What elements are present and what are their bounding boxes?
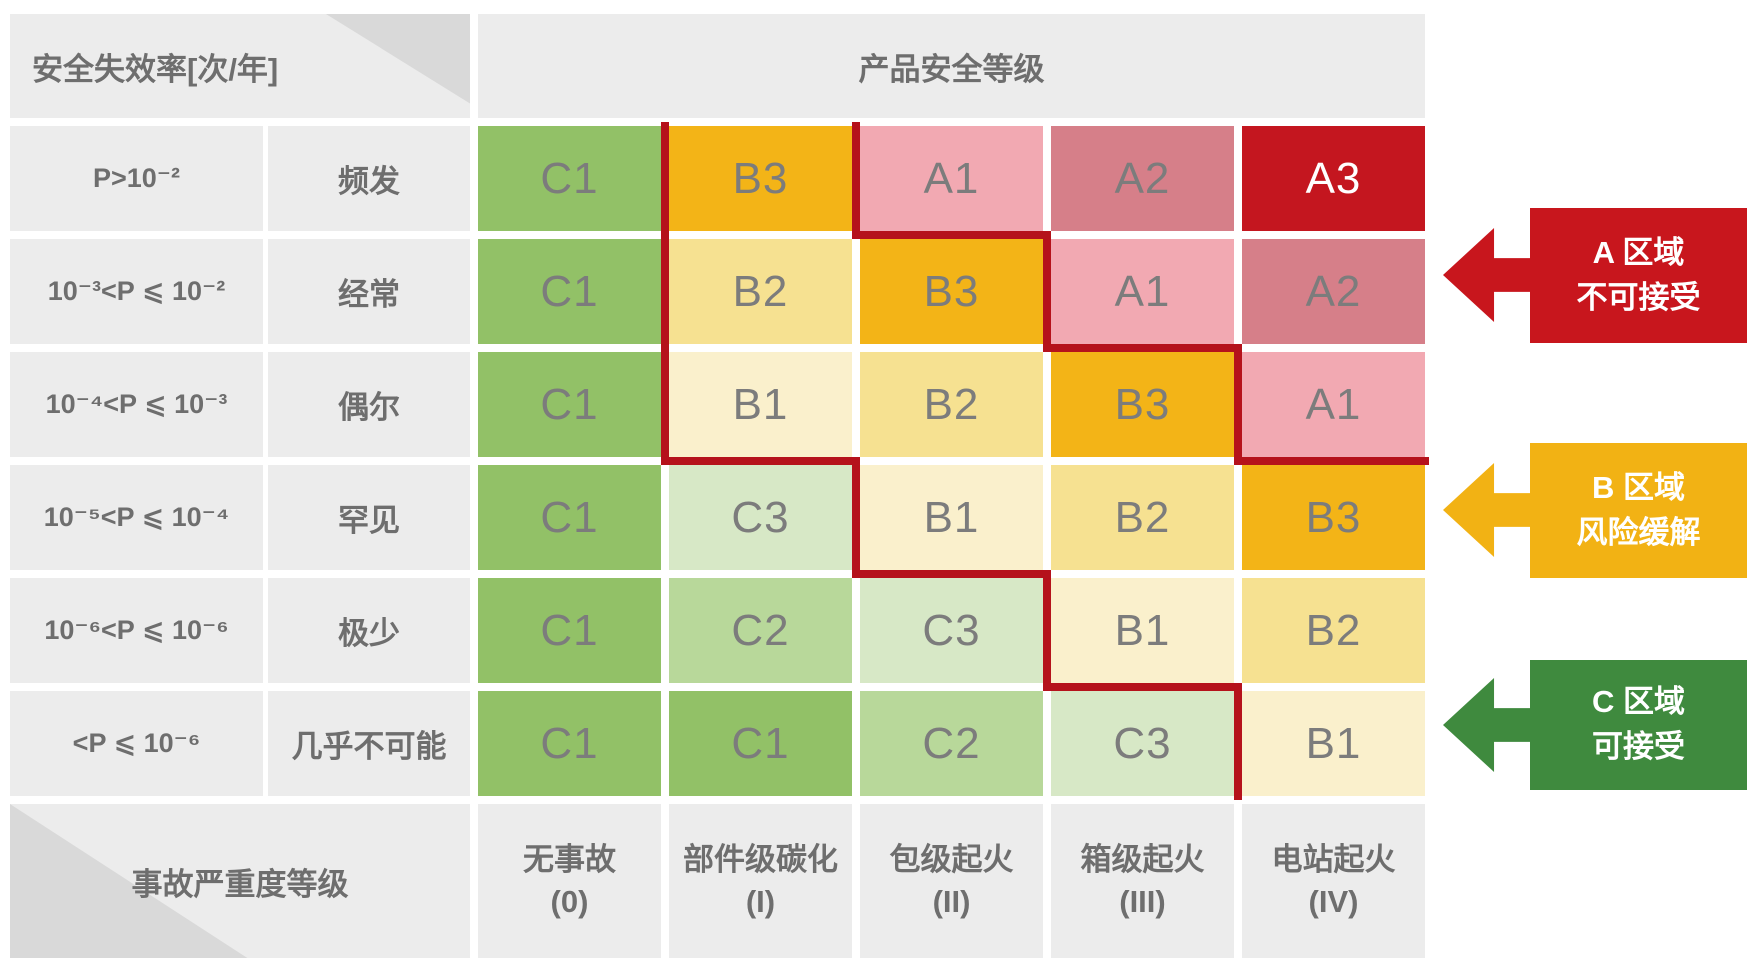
- probability-label: 10⁻⁵<P ⩽ 10⁻⁴: [10, 465, 263, 570]
- severity-name: 电站起火: [1271, 842, 1396, 878]
- matrix-cell: B2: [1051, 465, 1234, 570]
- matrix-cell: C3: [1051, 691, 1234, 796]
- matrix-cell: C2: [860, 691, 1043, 796]
- frequency-label: 罕见: [268, 465, 470, 570]
- severity-column-2: 包级起火 (II): [860, 804, 1043, 958]
- severity-column-3: 箱级起火 (III): [1051, 804, 1234, 958]
- matrix-cell: C1: [478, 126, 661, 231]
- probability-label: 10⁻⁴<P ⩽ 10⁻³: [10, 352, 263, 457]
- matrix-cell: A1: [1051, 239, 1234, 344]
- failure-rate-header: 安全失效率[次/年]: [10, 14, 470, 118]
- matrix-cell: C2: [669, 578, 852, 683]
- matrix-cell: A1: [1242, 352, 1425, 457]
- matrix-cell: A3: [1242, 126, 1425, 231]
- matrix-cell: B2: [860, 352, 1043, 457]
- severity-header-label: 事故严重度等级: [131, 866, 349, 902]
- probability-label: 10⁻⁶<P ⩽ 10⁻⁶: [10, 578, 263, 683]
- severity-name: 无事故: [523, 842, 616, 878]
- matrix-cell: B2: [669, 239, 852, 344]
- b-zone-label: B 区域 风险缓解: [1530, 443, 1747, 578]
- c-zone-name: C 区域: [1592, 684, 1685, 720]
- matrix-cell: A2: [1051, 126, 1234, 231]
- matrix-cell: B3: [1242, 465, 1425, 570]
- a-zone-arrow-icon: [1443, 228, 1531, 322]
- matrix-cell: B1: [1051, 578, 1234, 683]
- a-zone-name: A 区域: [1592, 234, 1685, 270]
- matrix-cell: B1: [669, 352, 852, 457]
- probability-label: 10⁻³<P ⩽ 10⁻²: [10, 239, 263, 344]
- matrix-cell: B1: [1242, 691, 1425, 796]
- matrix-cell: C1: [478, 352, 661, 457]
- severity-column-1: 部件级碳化 (I): [669, 804, 852, 958]
- matrix-cell: B2: [1242, 578, 1425, 683]
- severity-name: 箱级起火: [1080, 842, 1205, 878]
- severity-header: 事故严重度等级: [10, 804, 470, 958]
- matrix-cell: C3: [860, 578, 1043, 683]
- severity-grade: (II): [932, 884, 971, 919]
- frequency-label: 经常: [268, 239, 470, 344]
- matrix-cell: C1: [478, 239, 661, 344]
- matrix-cell: C1: [669, 691, 852, 796]
- severity-grade: (0): [550, 884, 589, 919]
- frequency-label: 极少: [268, 578, 470, 683]
- safety-level-header: 产品安全等级: [478, 14, 1425, 118]
- severity-grade: (I): [745, 884, 776, 919]
- matrix-cell: B3: [860, 239, 1043, 344]
- probability-label: <P ⩽ 10⁻⁶: [10, 691, 263, 796]
- b-zone-desc: 风险缓解: [1576, 514, 1701, 550]
- probability-label: P>10⁻²: [10, 126, 263, 231]
- c-zone-desc: 可接受: [1592, 729, 1685, 764]
- a-zone-desc: 不可接受: [1576, 279, 1701, 315]
- severity-column-0: 无事故 (0): [478, 804, 661, 958]
- severity-name: 包级起火: [889, 842, 1014, 878]
- safety-level-header-label: 产品安全等级: [858, 51, 1045, 87]
- severity-column-4: 电站起火 (IV): [1242, 804, 1425, 958]
- matrix-cell: A2: [1242, 239, 1425, 344]
- matrix-cell: C1: [478, 691, 661, 796]
- matrix-cell: B1: [860, 465, 1043, 570]
- severity-name: 部件级碳化: [683, 842, 838, 878]
- c-zone-arrow-icon: [1443, 678, 1531, 772]
- frequency-label: 几乎不可能: [268, 691, 470, 796]
- b-zone-name: B 区域: [1592, 469, 1685, 505]
- failure-rate-header-label: 安全失效率[次/年]: [32, 51, 279, 87]
- matrix-cell: C1: [478, 465, 661, 570]
- frequency-label: 偶尔: [268, 352, 470, 457]
- c-zone-label: C 区域 可接受: [1530, 660, 1747, 790]
- matrix-cell: C3: [669, 465, 852, 570]
- a-zone-label: A 区域 不可接受: [1530, 208, 1747, 343]
- matrix-cell: B3: [1051, 352, 1234, 457]
- matrix-cell: B3: [669, 126, 852, 231]
- severity-grade: (III): [1119, 884, 1166, 919]
- frequency-label: 频发: [268, 126, 470, 231]
- b-zone-arrow-icon: [1443, 463, 1531, 557]
- severity-grade: (IV): [1308, 884, 1359, 919]
- matrix-cell: A1: [860, 126, 1043, 231]
- matrix-cell: C1: [478, 578, 661, 683]
